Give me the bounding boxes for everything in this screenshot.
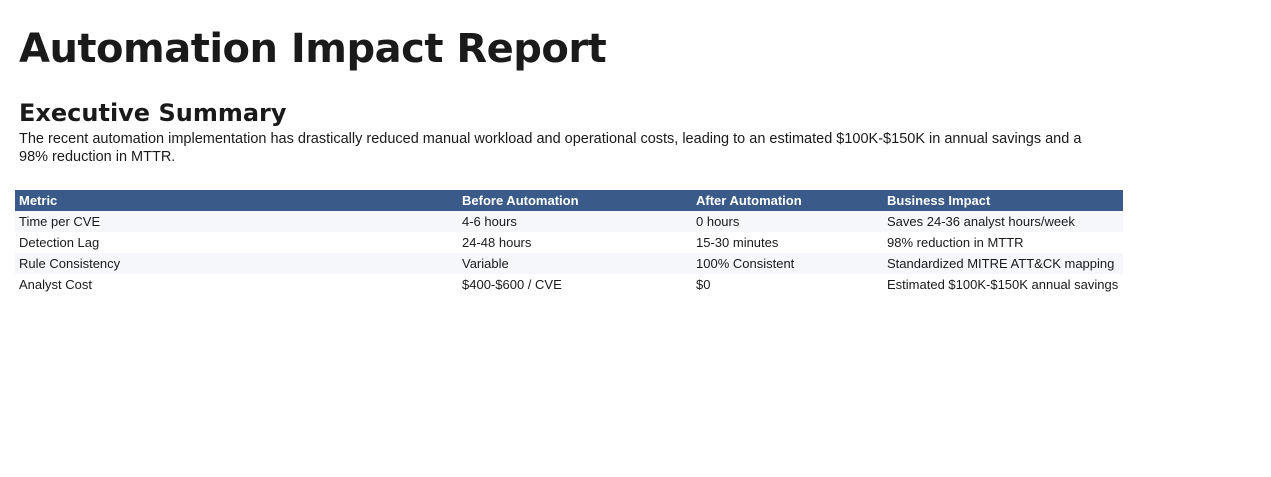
column-header: Metric (15, 190, 458, 211)
table-cell: Rule Consistency (15, 253, 458, 274)
table-cell: 0 hours (692, 211, 883, 232)
table-cell: 100% Consistent (692, 253, 883, 274)
table-cell: 4-6 hours (458, 211, 692, 232)
table-cell: $400-$600 / CVE (462, 277, 562, 292)
section-heading: Executive Summary (19, 99, 287, 127)
table-cell: Time per CVE (15, 211, 458, 232)
report: Automation Impact Report Executive Summa… (15, 26, 1123, 295)
column-header: After Automation (692, 190, 883, 211)
table-row: Detection Lag 24-48 hours 15-30 minutes 98%… (15, 232, 1123, 253)
table-row: Rule Consistency Variable 100% Consistent S… (15, 253, 1123, 274)
report-title: Automation Impact Report (19, 26, 607, 72)
table-cell: Saves 24-36 analyst hours/week (883, 211, 1123, 232)
table-cell: $0 (696, 277, 711, 292)
table-cell: 24-48 hours (462, 235, 532, 250)
table-cell: Analyst Cost (19, 277, 92, 292)
table-cell: Variable (458, 253, 692, 274)
table-cell: Standardized MITRE ATT&CK mapping (883, 253, 1123, 274)
table-body: Time per CVE 4-6 hours 0 hours Saves 24-36 … (15, 211, 1123, 295)
table-cell: 15-30 minutes (696, 235, 779, 250)
column-header: Before Automation (458, 190, 692, 211)
column-header: Business Impact (883, 190, 1123, 211)
table-cell: Detection Lag (19, 235, 100, 250)
summary-text: The recent automation implementation has… (19, 131, 1082, 165)
table-row: Time per CVE 4-6 hours 0 hours Saves 24-36 … (15, 211, 1123, 232)
impact-table: Metric Before Automation After Automation B… (15, 190, 1123, 295)
header-row: Metric Before Automation After Automation B… (15, 190, 1123, 211)
table-cell: 98% reduction in MTTR (887, 235, 1024, 250)
table-cell: Estimated $100K-$150K annual savings (887, 277, 1119, 292)
table-row: Analyst Cost $400-$600 / CVE $0 Estimated $… (15, 274, 1123, 295)
